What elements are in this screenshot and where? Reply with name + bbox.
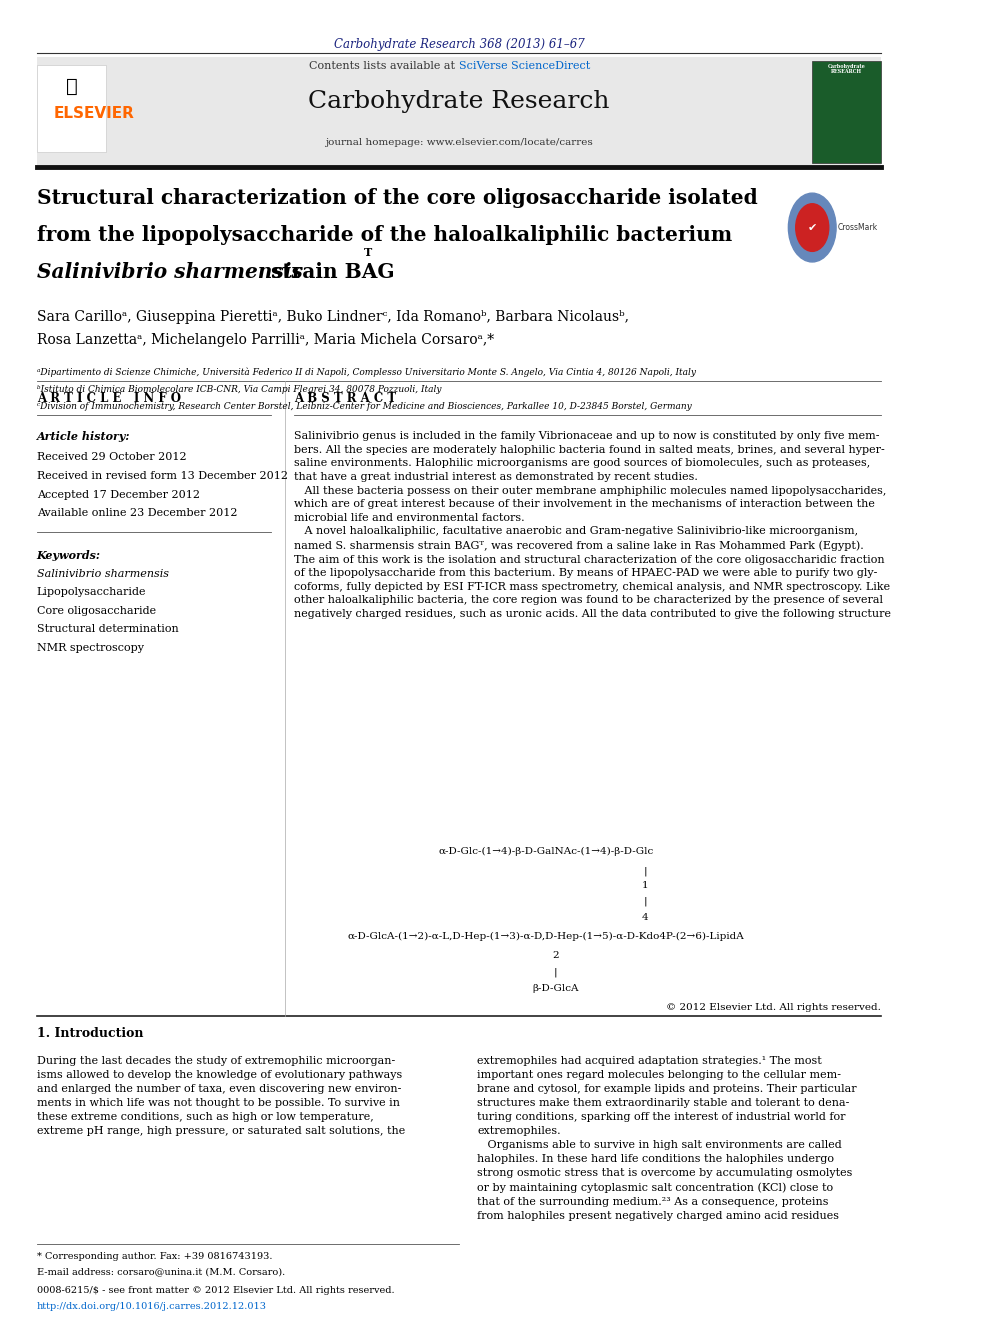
Text: Carbohydrate
RESEARCH: Carbohydrate RESEARCH bbox=[827, 64, 866, 74]
Text: Structural characterization of the core oligosaccharide isolated: Structural characterization of the core … bbox=[37, 188, 758, 208]
Text: Salinivibrio genus is included in the family Vibrionaceae and up to now is const: Salinivibrio genus is included in the fa… bbox=[294, 431, 891, 619]
Text: Salinivibrio sharmensis: Salinivibrio sharmensis bbox=[37, 569, 169, 579]
Text: strain BAG: strain BAG bbox=[264, 262, 395, 282]
Text: α-D-GlcA-(1→2)-α-L,D-Hep-(1→3)-α-D,D-Hep-(1→5)-α-D-Kdo4P-(2→6)-LipidA: α-D-GlcA-(1→2)-α-L,D-Hep-(1→3)-α-D,D-Hep… bbox=[348, 931, 744, 941]
Text: Core oligosaccharide: Core oligosaccharide bbox=[37, 606, 156, 617]
Text: Article history:: Article history: bbox=[37, 431, 130, 442]
Text: CrossMark: CrossMark bbox=[838, 224, 878, 232]
Text: |: | bbox=[554, 967, 558, 976]
Text: ✔: ✔ bbox=[807, 222, 817, 233]
Text: from the lipopolysaccharide of the haloalkaliphilic bacterium: from the lipopolysaccharide of the haloa… bbox=[37, 225, 732, 245]
Text: http://dx.doi.org/10.1016/j.carres.2012.12.013: http://dx.doi.org/10.1016/j.carres.2012.… bbox=[37, 1302, 267, 1311]
Text: SciVerse ScienceDirect: SciVerse ScienceDirect bbox=[459, 61, 590, 71]
Text: 🌳: 🌳 bbox=[65, 77, 77, 95]
Circle shape bbox=[796, 204, 828, 251]
Text: A R T I C L E   I N F O: A R T I C L E I N F O bbox=[37, 392, 181, 405]
FancyBboxPatch shape bbox=[37, 57, 881, 165]
Text: 2: 2 bbox=[552, 951, 558, 960]
Text: E-mail address: corsaro@unina.it (M.M. Corsaro).: E-mail address: corsaro@unina.it (M.M. C… bbox=[37, 1267, 285, 1277]
Text: Carbohydrate Research 368 (2013) 61–67: Carbohydrate Research 368 (2013) 61–67 bbox=[333, 38, 584, 52]
Text: Rosa Lanzettaᵃ, Michelangelo Parrilliᵃ, Maria Michela Corsaroᵃ,*: Rosa Lanzettaᵃ, Michelangelo Parrilliᵃ, … bbox=[37, 333, 494, 348]
Text: Received in revised form 13 December 2012: Received in revised form 13 December 201… bbox=[37, 471, 288, 482]
Text: ELSEVIER: ELSEVIER bbox=[54, 106, 134, 120]
Text: ᵃDipartimento di Scienze Chimiche, Università Federico II di Napoli, Complesso U: ᵃDipartimento di Scienze Chimiche, Unive… bbox=[37, 368, 695, 377]
Text: Carbohydrate Research: Carbohydrate Research bbox=[309, 90, 610, 112]
Text: During the last decades the study of extremophilic microorgan-
isms allowed to d: During the last decades the study of ext… bbox=[37, 1056, 405, 1135]
Text: |: | bbox=[644, 867, 647, 876]
Text: A B S T R A C T: A B S T R A C T bbox=[294, 392, 396, 405]
Text: Contents lists available at: Contents lists available at bbox=[310, 61, 459, 71]
Text: β-D-GlcA: β-D-GlcA bbox=[532, 984, 578, 994]
Text: |: | bbox=[644, 897, 647, 906]
Text: Structural determination: Structural determination bbox=[37, 624, 179, 635]
Text: Received 29 October 2012: Received 29 October 2012 bbox=[37, 452, 186, 463]
Text: T: T bbox=[363, 247, 372, 258]
Text: Sara Carilloᵃ, Giuseppina Pierettiᵃ, Buko Lindnerᶜ, Ida Romanoᵇ, Barbara Nicolau: Sara Carilloᵃ, Giuseppina Pierettiᵃ, Buk… bbox=[37, 310, 629, 324]
Circle shape bbox=[789, 193, 836, 262]
Text: Salinivibrio sharmensis: Salinivibrio sharmensis bbox=[37, 262, 303, 282]
Text: NMR spectroscopy: NMR spectroscopy bbox=[37, 643, 144, 654]
FancyBboxPatch shape bbox=[37, 65, 105, 152]
Text: Lipopolysaccharide: Lipopolysaccharide bbox=[37, 587, 146, 598]
Text: Available online 23 December 2012: Available online 23 December 2012 bbox=[37, 508, 237, 519]
Text: Accepted 17 December 2012: Accepted 17 December 2012 bbox=[37, 490, 199, 500]
Text: * Corresponding author. Fax: +39 0816743193.: * Corresponding author. Fax: +39 0816743… bbox=[37, 1252, 272, 1261]
Text: 0008-6215/$ - see front matter © 2012 Elsevier Ltd. All rights reserved.: 0008-6215/$ - see front matter © 2012 El… bbox=[37, 1286, 395, 1295]
Text: extremophiles had acquired adaptation strategies.¹ The most
important ones regar: extremophiles had acquired adaptation st… bbox=[477, 1056, 857, 1221]
Text: journal homepage: www.elsevier.com/locate/carres: journal homepage: www.elsevier.com/locat… bbox=[325, 138, 593, 147]
Text: ᵇIstituto di Chimica Biomolecolare ICB-CNR, Via Campi Flegrei 34, 80078 Pozzuoli: ᵇIstituto di Chimica Biomolecolare ICB-C… bbox=[37, 385, 441, 394]
Text: Keywords:: Keywords: bbox=[37, 550, 101, 561]
Text: α-D-Glc-(1→4)-β-D-GalNAc-(1→4)-β-D-Glc: α-D-Glc-(1→4)-β-D-GalNAc-(1→4)-β-D-Glc bbox=[438, 847, 654, 856]
Text: 1: 1 bbox=[642, 881, 649, 890]
Text: 1. Introduction: 1. Introduction bbox=[37, 1027, 143, 1040]
FancyBboxPatch shape bbox=[812, 61, 881, 163]
Text: © 2012 Elsevier Ltd. All rights reserved.: © 2012 Elsevier Ltd. All rights reserved… bbox=[667, 1003, 881, 1012]
Text: 4: 4 bbox=[642, 913, 649, 922]
Text: ᶜDivision of Immunochemistry, Research Center Borstel, Leibniz-Center for Medici: ᶜDivision of Immunochemistry, Research C… bbox=[37, 402, 691, 411]
